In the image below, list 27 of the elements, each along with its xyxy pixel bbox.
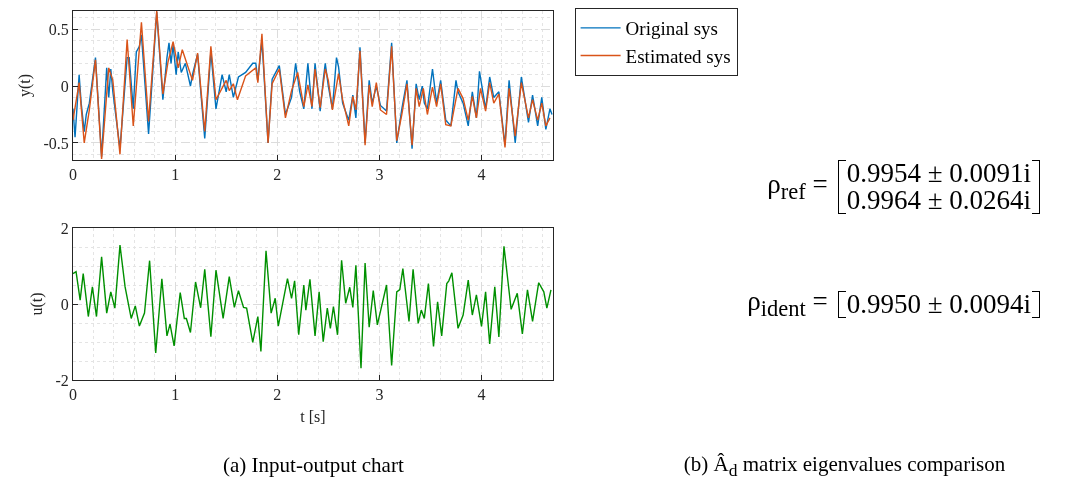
x-tick-label: 4 xyxy=(477,166,486,184)
line-series xyxy=(73,244,552,369)
x-tick-label: 1 xyxy=(171,386,180,404)
legend-label: Original sys xyxy=(625,18,718,40)
text: 0.9954 ± 0.0091i xyxy=(846,158,1031,188)
y-tick-label: 0.5 xyxy=(48,20,69,38)
text: 0.9964 ± 0.0264i xyxy=(846,185,1031,215)
x-tick-label: 3 xyxy=(375,166,384,184)
y-tick-label: -0.5 xyxy=(43,134,69,152)
x-tick-label: 1 xyxy=(171,166,180,184)
text: (a) Input-output chart xyxy=(223,453,404,477)
x-tick-label: 3 xyxy=(375,386,384,404)
text: (b) Â$_{d}$ matrix eigenvalues comparison xyxy=(682,452,1007,482)
y-tick-label: -2 xyxy=(55,371,69,389)
x-axis-title: t [s] xyxy=(300,407,326,425)
text: ρ$_{ident}$ = xyxy=(747,286,828,323)
y-tick-label: 0 xyxy=(60,77,69,95)
text: 0.9950 ± 0.0094i xyxy=(846,288,1031,319)
x-tick-label: 4 xyxy=(477,386,486,404)
legend-label: Estimated sys xyxy=(625,45,731,67)
y-axis-title: y(t) xyxy=(16,73,35,98)
x-tick-label: 2 xyxy=(273,166,282,184)
y-axis-title: u(t) xyxy=(28,292,47,316)
y-tick-label: 0 xyxy=(60,295,69,313)
y-tick-label: 2 xyxy=(60,219,69,237)
text: ρ$_{ref}$ = xyxy=(767,168,828,206)
x-tick-label: 2 xyxy=(273,386,282,404)
